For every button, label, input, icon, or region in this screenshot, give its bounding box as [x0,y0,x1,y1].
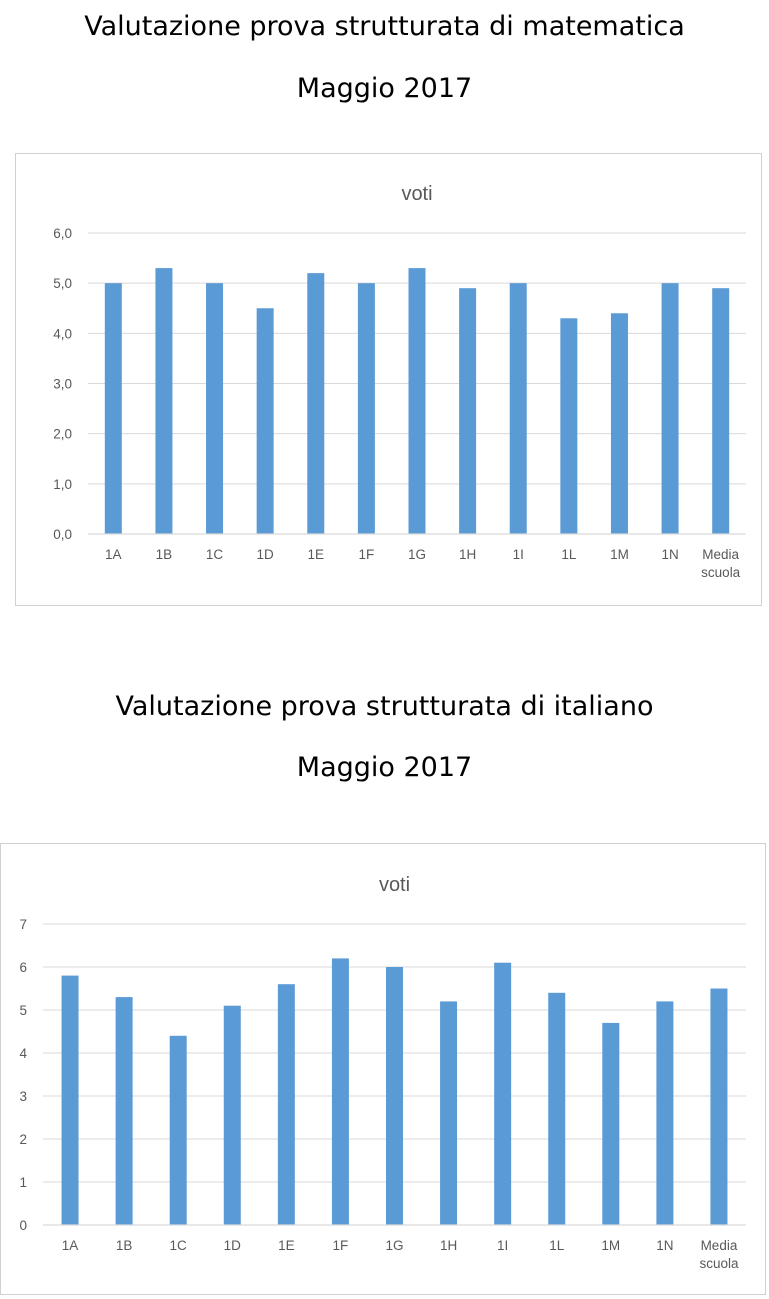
math-x-tick-label: 1A [105,547,122,562]
italian-x-tick-label: 1H [440,1238,457,1253]
italian-heading: Valutazione prova strutturata di italian… [115,691,654,722]
italian-x-tick-label: 1N [656,1238,673,1253]
italian-bar [602,1022,620,1225]
italian-y-tick-label: 6 [19,960,27,975]
math-y-tick-label: 0,0 [53,527,72,542]
italian-bar [386,967,403,1225]
math-x-tick-label: Media scuola [701,547,741,580]
math-x-tick-label: 1L [561,547,577,562]
math-x-tick-label: 1G [408,547,426,562]
math-y-tick-label: 3,0 [53,377,72,392]
italian-date: Maggio 2017 [296,752,473,783]
italian-y-tick-label: 5 [19,1003,27,1018]
math-x-tick-label: 1F [359,547,375,562]
math-bar [712,288,730,534]
math-y-tick-label: 1,0 [53,477,72,492]
math-bar [206,283,224,534]
math-x-tick-label: 1B [156,547,173,562]
math-bar [661,283,679,534]
math-x-tick-label: 1C [206,547,224,562]
italian-y-tick-label: 7 [19,917,27,932]
math-bar [357,283,375,534]
math-x-tick-label: 1H [459,547,476,562]
italian-y-tick-label: 1 [19,1175,27,1190]
italian-bar [169,1035,187,1225]
math-x-tick-label: 1I [513,547,524,562]
math-x-tick-label: 1D [257,547,275,562]
math-bar-chart: voti 0,0 1,0 2,0 3,0 4,0 5,0 6,0 1A 1B 1C 1D 1E 1F 1G 1… [53,183,746,580]
italian-x-tick-label: 1M [601,1238,620,1253]
italian-bar-chart: voti 0 1 2 3 4 5 6 7 1A 1B 1C 1D 1E 1F 1G 1H 1I 1L 1M 1N Medi… [19,874,746,1271]
italian-x-tick-label: 1C [170,1238,188,1253]
italian-bar [548,992,566,1225]
italian-x-tick-label: 1B [116,1238,133,1253]
math-x-tick-label: 1M [610,547,629,562]
math-bar [610,313,628,534]
math-bar [509,283,527,534]
italian-y-tick-label: 4 [19,1046,27,1061]
italian-x-tick-label: 1F [333,1238,349,1253]
italian-y-tick-label: 3 [19,1089,27,1104]
math-x-tick-label: 1E [308,547,325,562]
math-bar [155,268,173,534]
italian-bar [277,984,295,1225]
math-bar [459,288,477,534]
italian-y-tick-label: 0 [19,1218,27,1233]
italian-x-tick-label: 1G [385,1238,403,1253]
math-date: Maggio 2017 [296,73,473,104]
math-bar [104,283,122,534]
italian-bar [494,962,512,1225]
italian-bar [710,988,728,1225]
italian-x-tick-label: 1I [497,1238,508,1253]
italian-bar [223,1005,241,1225]
italian-bar [115,997,133,1225]
italian-bar [440,1001,458,1225]
math-bar [256,308,274,534]
math-y-tick-label: 2,0 [53,427,72,442]
italian-x-tick-label: 1L [549,1238,565,1253]
italian-y-tick-label: 2 [19,1132,27,1147]
italian-x-tick-label: 1A [62,1238,79,1253]
math-y-tick-label: 5,0 [53,276,72,291]
italian-bar [331,958,349,1225]
math-x-tick-label: 1N [661,547,678,562]
math-bar [307,273,325,534]
italian-chart-title: voti [379,874,410,896]
italian-x-tick-label: 1D [224,1238,242,1253]
math-y-tick-label: 6,0 [53,226,72,241]
italian-x-tick-label: Media scuola [699,1238,739,1271]
italian-bar [656,1001,674,1225]
math-chart-title: voti [401,183,432,205]
math-y-tick-label: 4,0 [53,326,72,341]
italian-chart-frame: voti 0 1 2 3 4 5 6 7 1A 1B 1C 1D 1E 1F 1G 1H 1I 1L 1M 1N Medi… [0,843,766,1295]
math-bar [408,268,426,534]
italian-bar [61,975,79,1225]
math-chart-frame: voti 0,0 1,0 2,0 3,0 4,0 5,0 6,0 1A 1B 1C 1D 1E 1F 1G 1… [15,153,762,606]
italian-x-tick-label: 1E [278,1238,295,1253]
math-bar [560,318,578,534]
math-heading: Valutazione prova strutturata di matemat… [84,11,685,42]
